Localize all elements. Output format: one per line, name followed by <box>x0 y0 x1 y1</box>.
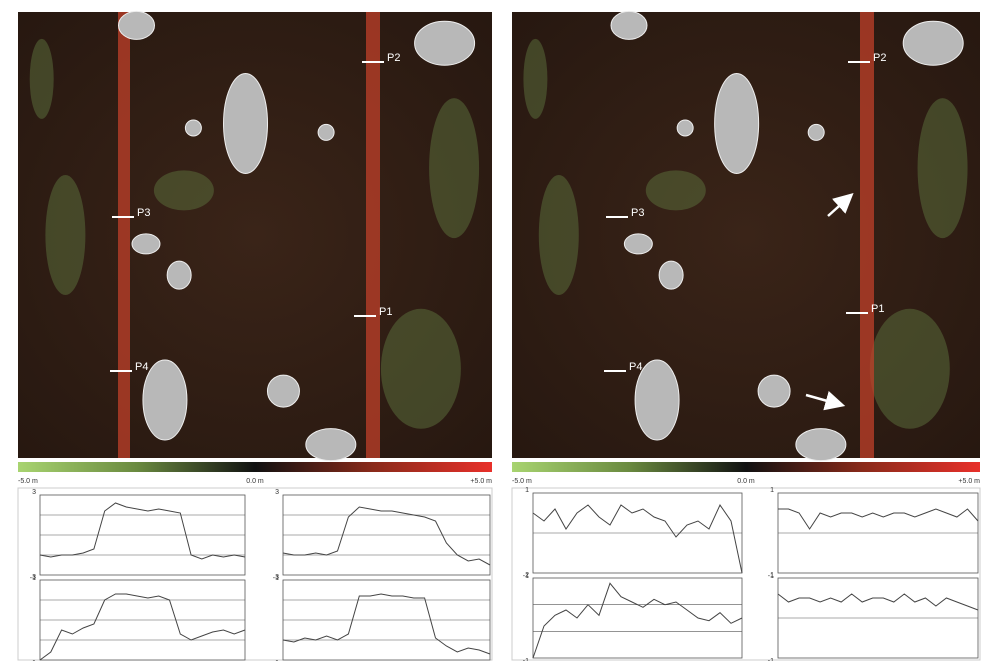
stripe-artifact <box>860 12 874 458</box>
profile-box <box>533 578 742 658</box>
y-tick-label: 2 <box>525 572 529 579</box>
colorbar <box>18 462 492 472</box>
figure: P2P3P1P4-5.0 m0.0 m+5.0 m3-13-13-13-1P2P… <box>0 0 981 661</box>
profile-marker-label: P1 <box>379 306 392 318</box>
y-tick-label: 1 <box>770 572 774 579</box>
water-body <box>611 11 647 39</box>
vegetation-patch <box>870 309 950 429</box>
vegetation-patch <box>523 39 547 119</box>
vegetation-patch <box>429 98 479 238</box>
water-body <box>677 120 693 136</box>
vegetation-patch <box>154 170 214 210</box>
y-tick-label: 3 <box>275 489 279 496</box>
colorbar-label: -5.0 m <box>512 478 532 485</box>
y-tick-label: 3 <box>32 574 36 581</box>
vegetation-patch <box>918 98 968 238</box>
water-body <box>624 234 652 254</box>
water-body <box>903 21 963 65</box>
water-body <box>167 261 191 289</box>
water-body <box>318 124 334 140</box>
map-panel: P2 P3 P1 P4 <box>512 11 980 460</box>
vegetation-patch <box>646 170 706 210</box>
colorbar-label: -5.0 m <box>18 478 38 485</box>
water-body <box>224 74 268 174</box>
colorbar-label: +5.0 m <box>958 478 980 485</box>
water-body <box>306 429 356 461</box>
profile-marker-label: P4 <box>629 361 642 373</box>
water-body <box>415 21 475 65</box>
map-panel: P2 P3 P1 P4 <box>18 11 492 460</box>
water-body <box>119 11 155 39</box>
vegetation-patch <box>30 39 54 119</box>
colorbar <box>512 462 980 472</box>
water-body <box>185 120 201 136</box>
water-body <box>715 74 759 174</box>
stripe-artifact <box>366 12 380 458</box>
water-body <box>808 124 824 140</box>
colorbar-label: 0.0 m <box>246 478 264 485</box>
y-tick-label: 3 <box>275 574 279 581</box>
stripe-artifact <box>118 12 130 458</box>
water-body <box>659 261 683 289</box>
profile-marker-label: P2 <box>387 52 400 64</box>
water-body <box>758 375 790 407</box>
vegetation-patch <box>45 175 85 295</box>
vegetation-patch <box>539 175 579 295</box>
colorbar-label: 0.0 m <box>737 478 755 485</box>
profile-marker-label: P3 <box>137 207 150 219</box>
y-tick-label: 3 <box>32 489 36 496</box>
water-body <box>267 375 299 407</box>
y-tick-label: 1 <box>525 487 529 494</box>
profile-marker-label: P3 <box>631 207 644 219</box>
water-body <box>143 360 187 440</box>
profile-marker-label: P1 <box>871 303 884 315</box>
colorbar-label: +5.0 m <box>470 478 492 485</box>
profile-marker-label: P4 <box>135 361 148 373</box>
y-tick-label: 1 <box>770 487 774 494</box>
vegetation-patch <box>381 309 461 429</box>
profile-marker-label: P2 <box>873 52 886 64</box>
water-body <box>796 429 846 461</box>
water-body <box>132 234 160 254</box>
